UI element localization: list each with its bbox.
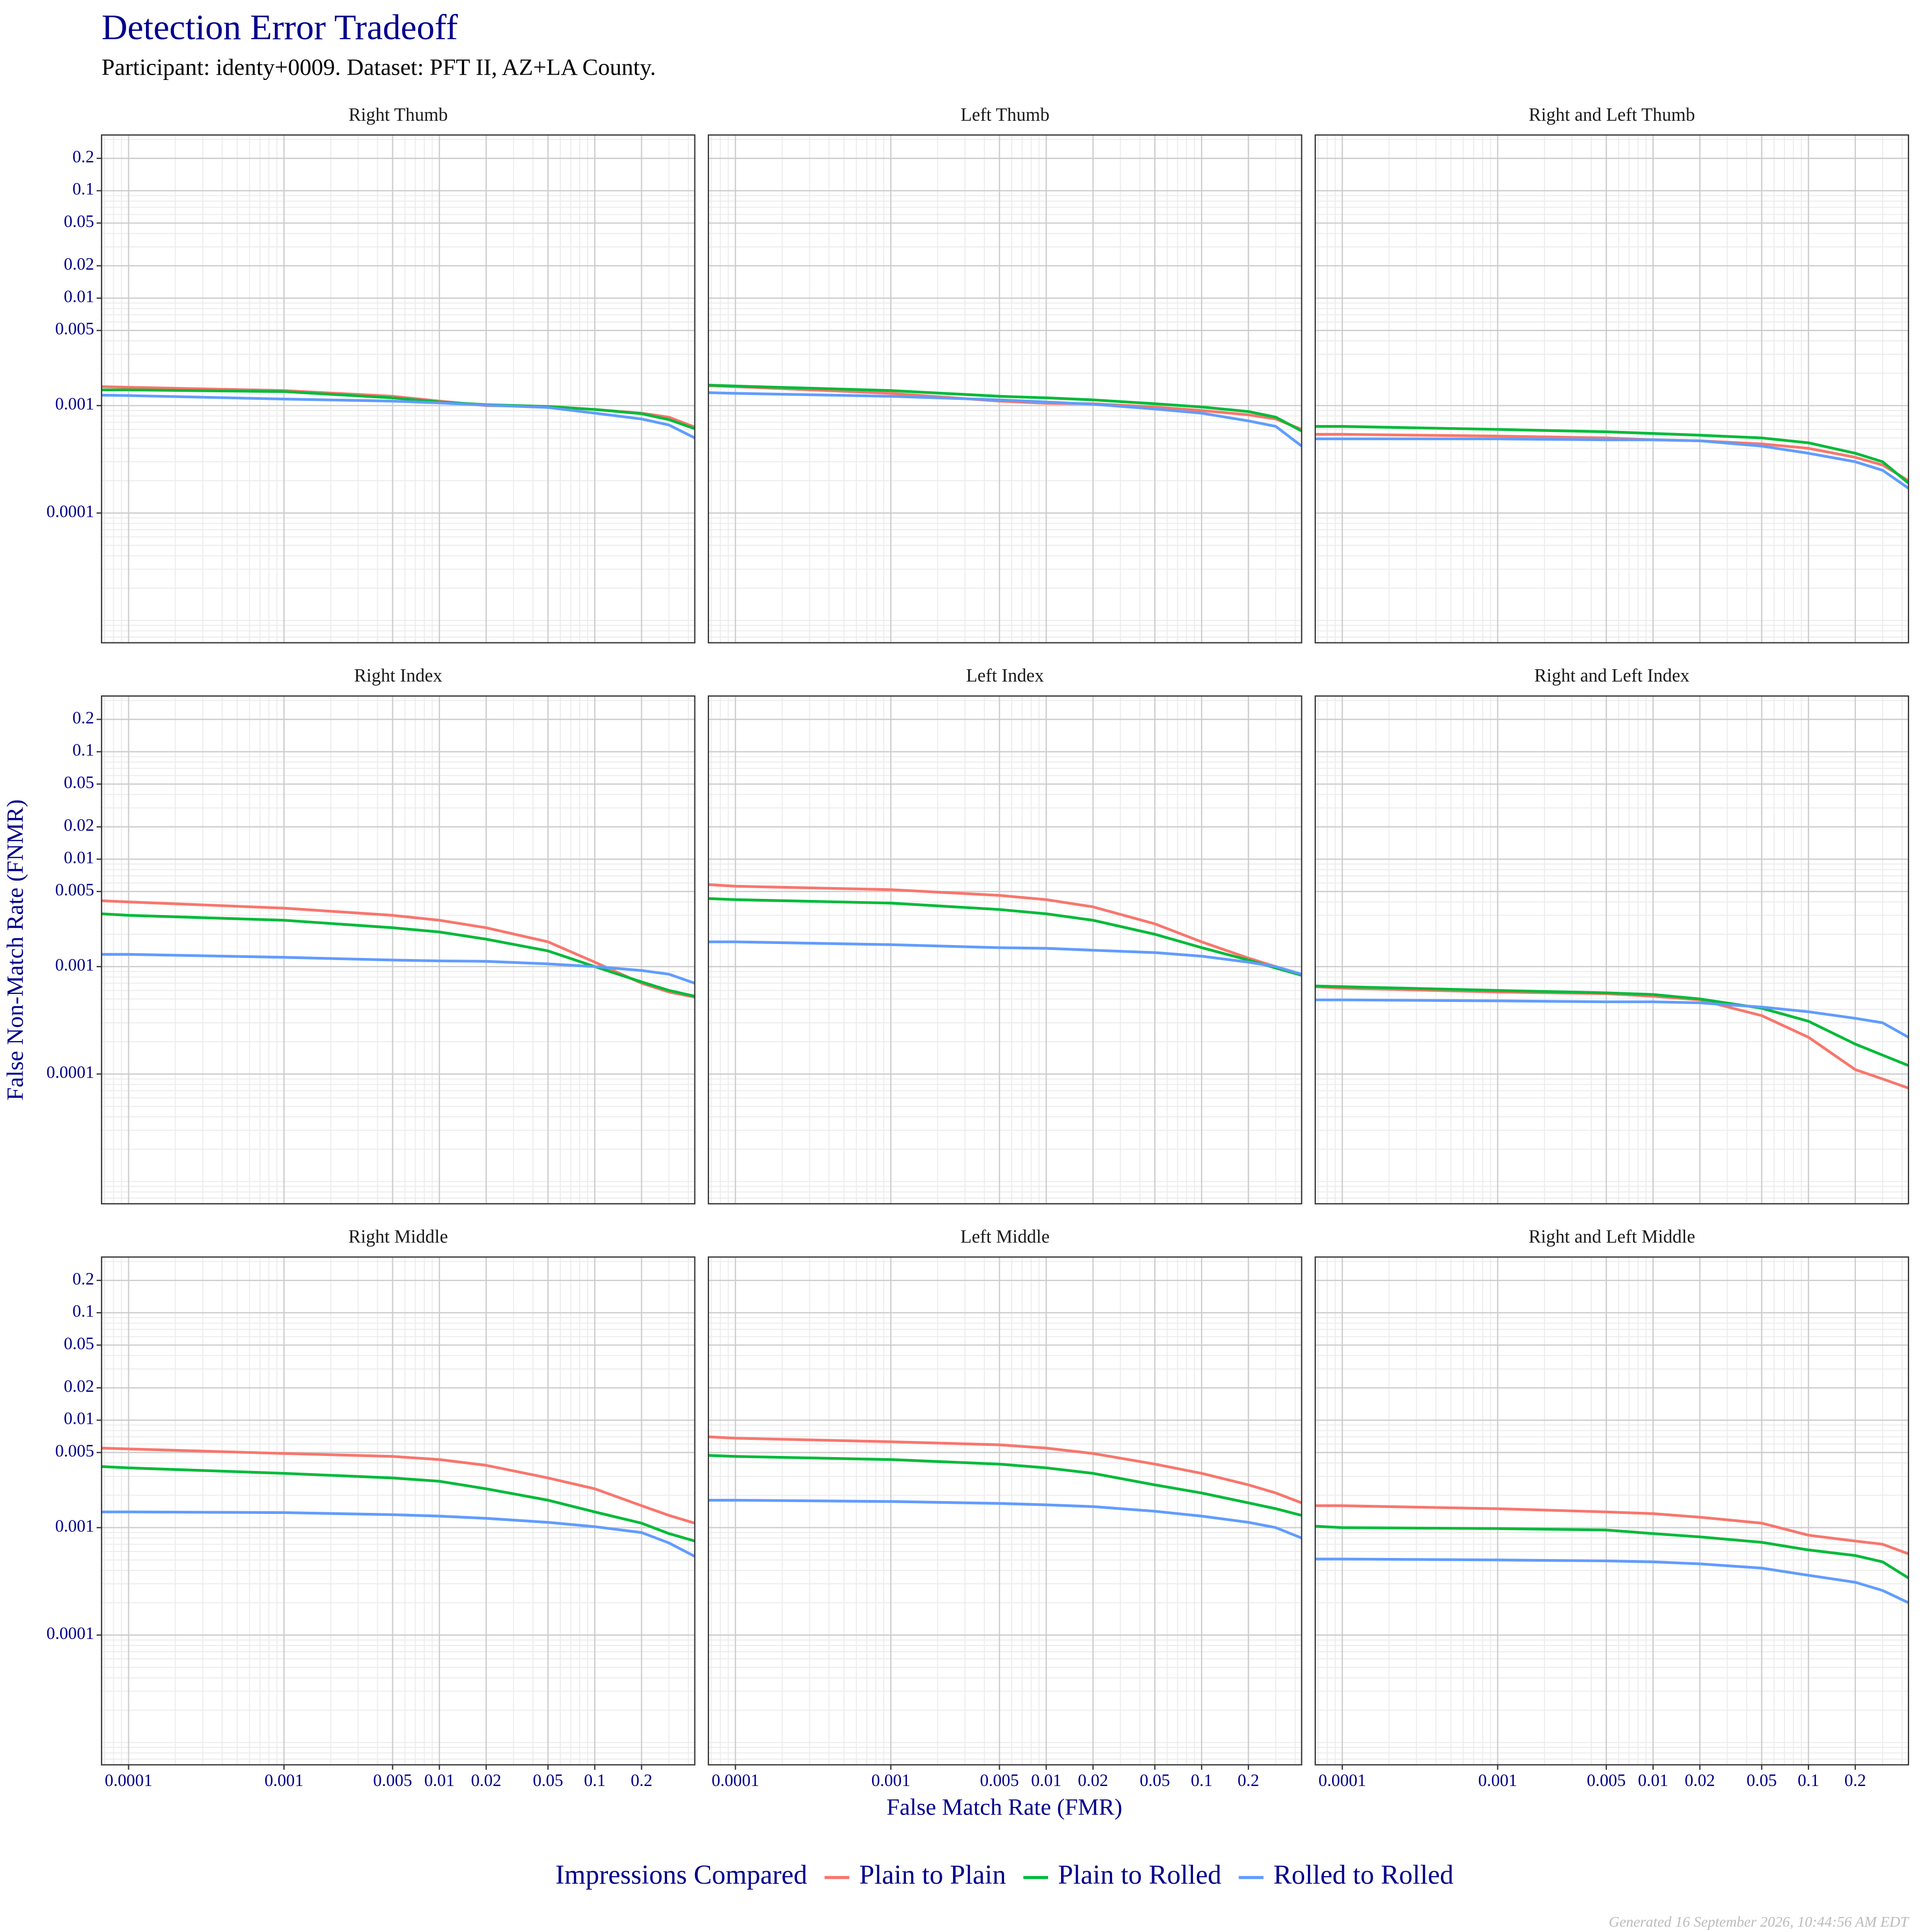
x-axis-label: False Match Rate (FMR) (887, 1795, 1122, 1820)
x-tick-label: 0.05 (533, 1770, 564, 1790)
facet-title: Right Thumb (348, 105, 448, 125)
chart-subtitle: Participant: identy+0009. Dataset: PFT I… (101, 54, 656, 80)
panel-border (1314, 695, 1909, 1205)
x-tick-label: 0.2 (631, 1770, 652, 1790)
x-tick-label: 0.05 (1140, 1770, 1170, 1790)
x-tick-label: 0.2 (1845, 1770, 1866, 1790)
series-line (1315, 1557, 1909, 1604)
legend-title: Impressions Compared (555, 1860, 807, 1890)
y-tick-label: 0.01 (64, 847, 94, 867)
x-tick-label: 0.02 (1078, 1770, 1108, 1790)
x-tick-label: 0.0001 (1319, 1770, 1366, 1790)
series-line (1315, 425, 1909, 485)
x-tick-label: 0.0001 (105, 1770, 152, 1790)
series-line (708, 391, 1302, 448)
x-tick-label: 0.005 (980, 1770, 1019, 1790)
facet-title: Left Middle (961, 1227, 1050, 1247)
facet-title: Right and Left Index (1534, 665, 1689, 686)
legend-label: Rolled to Rolled (1274, 1860, 1454, 1890)
y-tick-label: 0.02 (64, 254, 94, 274)
x-tick-label: 0.2 (1238, 1770, 1259, 1790)
y-tick-label: 0.01 (64, 1409, 94, 1428)
panel-border (1314, 1256, 1909, 1766)
chart-title: Detection Error Tradeoff (101, 8, 458, 47)
series-line (708, 384, 1302, 433)
series-line (1315, 984, 1909, 1067)
panel-border (101, 134, 696, 643)
y-tick-label: 0.05 (64, 1334, 94, 1353)
x-tick-label: 0.02 (471, 1770, 502, 1790)
facet-title: Left Thumb (961, 105, 1050, 125)
y-axis-label: False Non-Match Rate (FNMR) (2, 799, 28, 1100)
x-tick-label: 0.01 (424, 1770, 455, 1790)
x-tick-label: 0.001 (1478, 1770, 1517, 1790)
x-tick-label: 0.0001 (712, 1770, 759, 1790)
y-tick-label: 0.2 (72, 708, 94, 727)
y-tick-label: 0.1 (72, 740, 94, 759)
series-line (101, 393, 696, 440)
y-tick-label: 0.02 (64, 1376, 94, 1395)
y-tick-label: 0.2 (72, 147, 94, 166)
panel-border (101, 1256, 696, 1766)
y-tick-label: 0.0001 (47, 501, 94, 521)
y-tick-label: 0.2 (72, 1269, 94, 1288)
series-line (101, 1446, 696, 1525)
series-line (1315, 1504, 1909, 1555)
x-tick-label: 0.05 (1746, 1770, 1777, 1790)
footer: Generated 16 September 2026, 10:44:56 AM… (1609, 1913, 1910, 1930)
x-tick-label: 0.1 (1798, 1770, 1819, 1790)
y-tick-label: 0.1 (72, 179, 94, 199)
series-line (101, 1510, 696, 1558)
y-tick-label: 0.001 (55, 394, 94, 413)
x-tick-label: 0.001 (265, 1770, 304, 1790)
x-tick-label: 0.001 (872, 1770, 911, 1790)
legend-label: Plain to Rolled (1058, 1860, 1221, 1890)
series-line (1315, 998, 1909, 1038)
panel-border (707, 134, 1302, 643)
panel-border (707, 695, 1302, 1205)
y-tick-label: 0.005 (55, 1441, 94, 1460)
facet-title: Left Index (966, 665, 1044, 686)
y-tick-label: 0.01 (64, 287, 94, 306)
facet-title: Right and Left Middle (1528, 1227, 1695, 1247)
x-tick-label: 0.1 (1191, 1770, 1212, 1790)
series-line (708, 1435, 1302, 1504)
x-tick-label: 0.005 (1587, 1770, 1626, 1790)
y-tick-label: 0.0001 (47, 1063, 94, 1082)
y-tick-label: 0.001 (55, 1516, 94, 1535)
series-line (708, 883, 1302, 977)
legend-label: Plain to Plain (859, 1860, 1006, 1890)
x-tick-label: 0.01 (1031, 1770, 1062, 1790)
x-tick-label: 0.1 (584, 1770, 605, 1790)
y-tick-label: 0.05 (64, 211, 94, 231)
series-line (101, 912, 696, 998)
y-tick-label: 0.005 (55, 880, 94, 899)
x-tick-label: 0.005 (373, 1770, 412, 1790)
facet-title: Right and Left Thumb (1529, 105, 1695, 125)
y-tick-label: 0.1 (72, 1301, 94, 1321)
series-line (708, 1454, 1302, 1517)
panel-border (1314, 134, 1909, 643)
y-tick-label: 0.001 (55, 955, 94, 975)
facet-title: Right Index (354, 665, 442, 686)
series-line (101, 953, 696, 985)
x-tick-label: 0.02 (1685, 1770, 1715, 1790)
y-tick-label: 0.05 (64, 772, 94, 792)
y-tick-label: 0.0001 (47, 1623, 94, 1643)
y-tick-label: 0.005 (55, 319, 94, 338)
series-line (1315, 1525, 1909, 1579)
series-line (1315, 437, 1909, 489)
x-tick-label: 0.01 (1638, 1770, 1668, 1790)
series-line (101, 1465, 696, 1542)
y-tick-label: 0.02 (64, 815, 94, 835)
facet-title: Right Middle (348, 1227, 448, 1247)
panel-border (101, 695, 696, 1205)
panel-border (707, 1256, 1302, 1766)
series-line (708, 940, 1302, 976)
series-line (708, 1498, 1302, 1540)
legend: Impressions Compared Plain to Plain Plain … (555, 1860, 1454, 1890)
